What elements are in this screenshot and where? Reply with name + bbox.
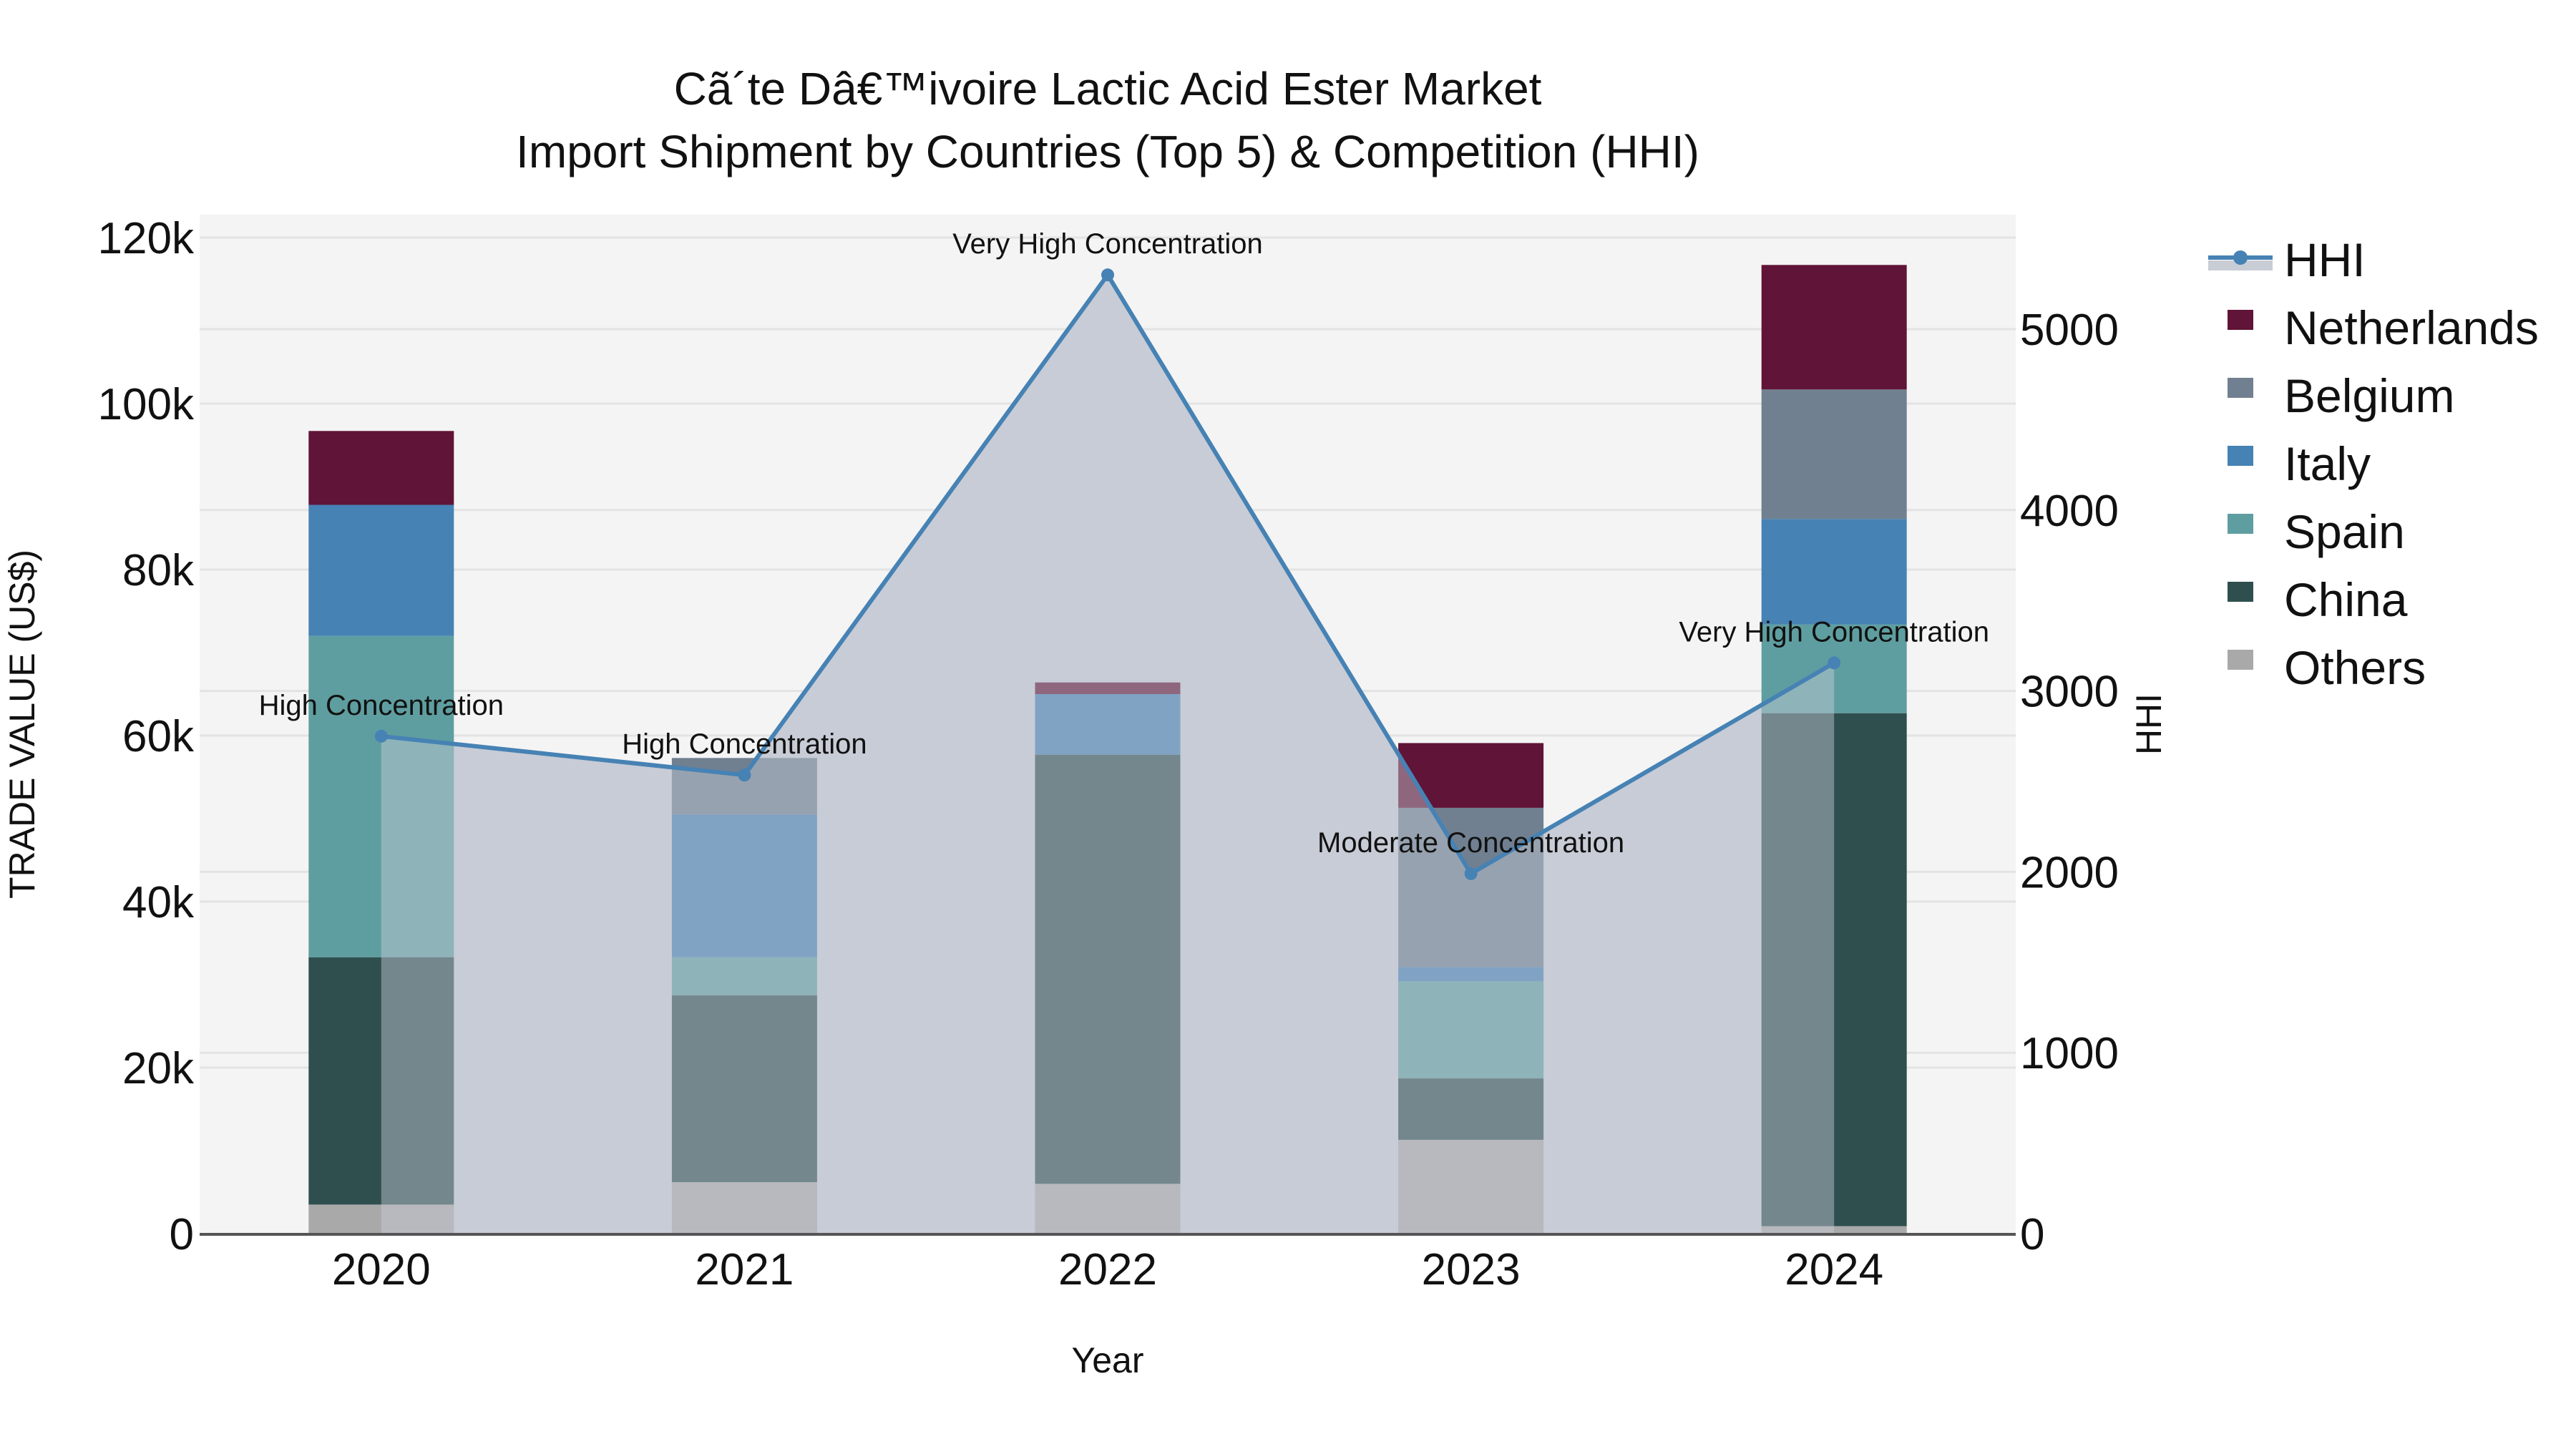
bar-segment-netherlands[interactable] (1035, 682, 1181, 694)
bar-segment-china[interactable] (1761, 713, 1907, 1226)
legend-swatch-icon (2228, 650, 2253, 670)
y2-tick-label: 0 (2020, 1210, 2044, 1259)
legend-label: Others (2284, 641, 2426, 694)
y2-tick-label: 4000 (2020, 487, 2119, 536)
y-tick-label: 100k (98, 380, 195, 429)
legend-swatch-icon (2228, 514, 2253, 534)
bar-segment-others[interactable] (1035, 1184, 1181, 1234)
x-axis-ticks: 2020 2021 2022 2023 2024 (332, 1245, 1883, 1294)
bar-segment-italy[interactable] (1035, 694, 1181, 755)
bar-segment-netherlands[interactable] (308, 431, 454, 505)
bar-segment-belgium[interactable] (1761, 389, 1907, 519)
y-tick-label: 120k (98, 214, 195, 263)
y2-axis-ticks: 0 1000 2000 3000 4000 5000 (2020, 306, 2119, 1259)
hhi-area-overlay (381, 275, 1835, 1234)
legend-item-belgium[interactable]: Belgium (2228, 369, 2454, 422)
hhi-annotations: High Concentration High Concentration Very… (259, 228, 1989, 859)
y-tick-label: 40k (122, 878, 195, 927)
hhi-annotation: Very High Concentration (1679, 616, 1989, 648)
y-tick-label: 0 (170, 1210, 194, 1259)
y-tick-label: 20k (122, 1044, 195, 1093)
hhi-marker[interactable] (374, 729, 388, 743)
legend-swatch-icon (2228, 446, 2253, 466)
hhi-marker[interactable] (1101, 268, 1114, 282)
bar-segment-italy[interactable] (1761, 519, 1907, 625)
y2-tick-label: 5000 (2020, 306, 2119, 355)
y2-tick-label: 1000 (2020, 1029, 2119, 1078)
bar-segment-others[interactable] (1398, 1139, 1544, 1234)
x-tick-label: 2024 (1785, 1245, 1883, 1294)
hhi-marker[interactable] (1828, 656, 1841, 670)
hhi-marker[interactable] (738, 769, 751, 782)
legend-label: China (2284, 573, 2408, 626)
bar-segment-china[interactable] (1035, 754, 1181, 1184)
legend-label: Spain (2284, 505, 2405, 558)
legend-item-spain[interactable]: Spain (2228, 505, 2405, 558)
legend-item-hhi[interactable]: HHI (2208, 233, 2366, 286)
legend-swatch-icon (2228, 378, 2253, 398)
legend-item-italy[interactable]: Italy (2228, 437, 2371, 490)
y-axis-ticks: 0 20k 40k 60k 80k 100k 120k (98, 214, 195, 1259)
hhi-annotation: High Concentration (622, 728, 867, 760)
bar-segment-italy[interactable] (671, 814, 817, 957)
y2-tick-label: 2000 (2020, 848, 2119, 897)
bar-segment-italy[interactable] (1398, 967, 1544, 982)
y2-axis-title: HHI (2129, 693, 2169, 755)
legend-label: Netherlands (2284, 301, 2539, 354)
hhi-marker[interactable] (1464, 867, 1478, 880)
y-axis-title: TRADE VALUE (US$) (2, 550, 42, 899)
bar-segment-china[interactable] (1398, 1078, 1544, 1140)
hhi-line (374, 268, 1841, 880)
bar-segment-belgium[interactable] (671, 758, 817, 815)
chart-title: Cã´te Dâ€™ivoire Lactic Acid Ester Marke… (674, 63, 1542, 114)
legend-area-swatch (2208, 260, 2273, 270)
x-tick-label: 2023 (1422, 1245, 1521, 1294)
bar-segment-netherlands[interactable] (1761, 265, 1907, 390)
x-tick-label: 2020 (332, 1245, 431, 1294)
bar-segment-belgium[interactable] (1398, 807, 1544, 967)
legend-label: Italy (2284, 437, 2371, 490)
legend-item-others[interactable]: Others (2228, 641, 2426, 694)
bar-segment-others[interactable] (671, 1182, 817, 1234)
y-tick-label: 60k (122, 712, 195, 761)
bar-segment-china[interactable] (671, 995, 817, 1183)
hhi-annotation: Moderate Concentration (1317, 827, 1624, 859)
legend-swatch-icon (2228, 582, 2253, 602)
chart-subtitle: Import Shipment by Countries (Top 5) & C… (516, 126, 1699, 177)
bar-segment-spain[interactable] (671, 957, 817, 996)
x-tick-label: 2022 (1058, 1245, 1157, 1294)
x-axis-title: Year (1071, 1340, 1143, 1380)
legend: HHI Netherlands Belgium Italy Spain China Othe… (2208, 233, 2539, 694)
bar-segment-others[interactable] (308, 1204, 454, 1234)
bar-segment-china[interactable] (308, 957, 454, 1205)
bar-segment-spain[interactable] (308, 635, 454, 957)
y2-tick-label: 3000 (2020, 668, 2119, 717)
bar-segment-spain[interactable] (1398, 981, 1544, 1079)
bar-segment-italy[interactable] (308, 504, 454, 636)
legend-label: HHI (2284, 233, 2366, 286)
legend-item-china[interactable]: China (2228, 573, 2408, 626)
bar-segment-others[interactable] (1761, 1226, 1907, 1234)
legend-label: Belgium (2284, 369, 2454, 422)
stacked-bars (308, 265, 1907, 1234)
legend-item-netherlands[interactable]: Netherlands (2228, 301, 2539, 354)
x-tick-label: 2021 (695, 1245, 794, 1294)
hhi-annotation: High Concentration (259, 690, 504, 721)
y-tick-label: 80k (122, 546, 195, 595)
legend-swatch-icon (2228, 310, 2253, 330)
legend-marker-icon (2233, 250, 2248, 265)
hhi-annotation: Very High Concentration (952, 228, 1263, 260)
